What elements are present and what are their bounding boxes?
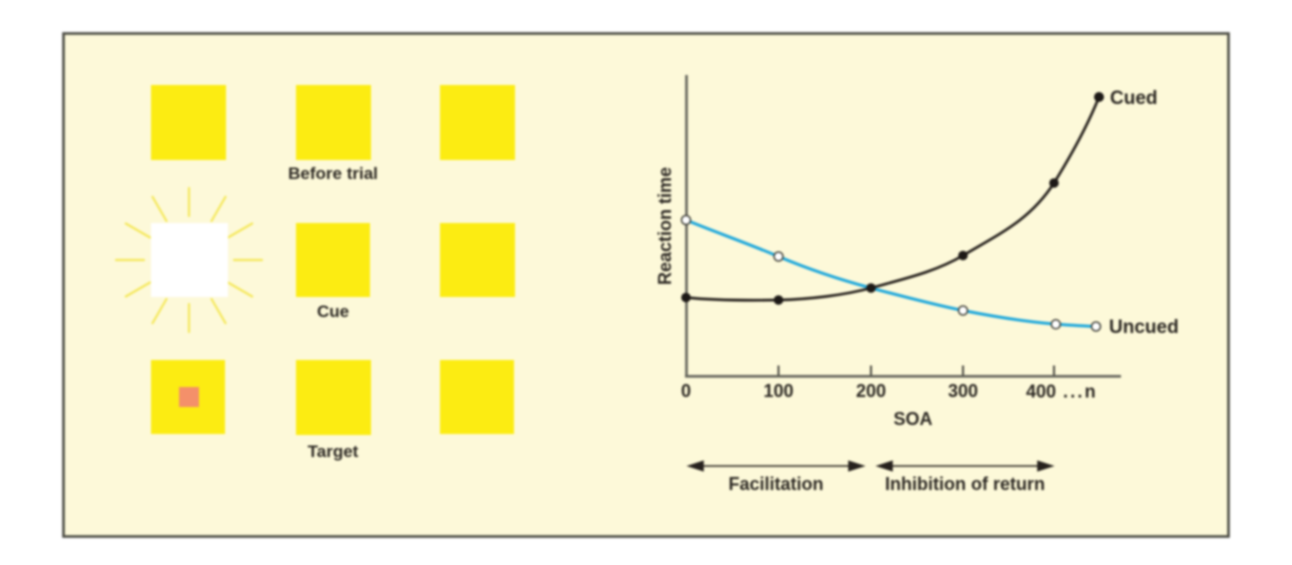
svg-text:Uncued: Uncued: [1109, 317, 1179, 338]
svg-text:200: 200: [856, 381, 886, 401]
svg-text:0: 0: [681, 381, 691, 401]
svg-text:SOA: SOA: [893, 409, 932, 429]
svg-text:Reaction time: Reaction time: [655, 167, 675, 285]
svg-text:Target: Target: [308, 442, 359, 461]
svg-text:400: 400: [1026, 382, 1056, 402]
svg-text:Before trial: Before trial: [288, 164, 378, 183]
svg-text:100: 100: [763, 381, 793, 401]
svg-text:Cued: Cued: [1110, 88, 1158, 109]
svg-text:Cue: Cue: [317, 302, 349, 321]
svg-text:...n: ...n: [1063, 382, 1098, 402]
svg-text:300: 300: [948, 381, 978, 401]
svg-text:Facilitation: Facilitation: [728, 474, 823, 494]
svg-text:Inhibition of return: Inhibition of return: [885, 474, 1045, 494]
